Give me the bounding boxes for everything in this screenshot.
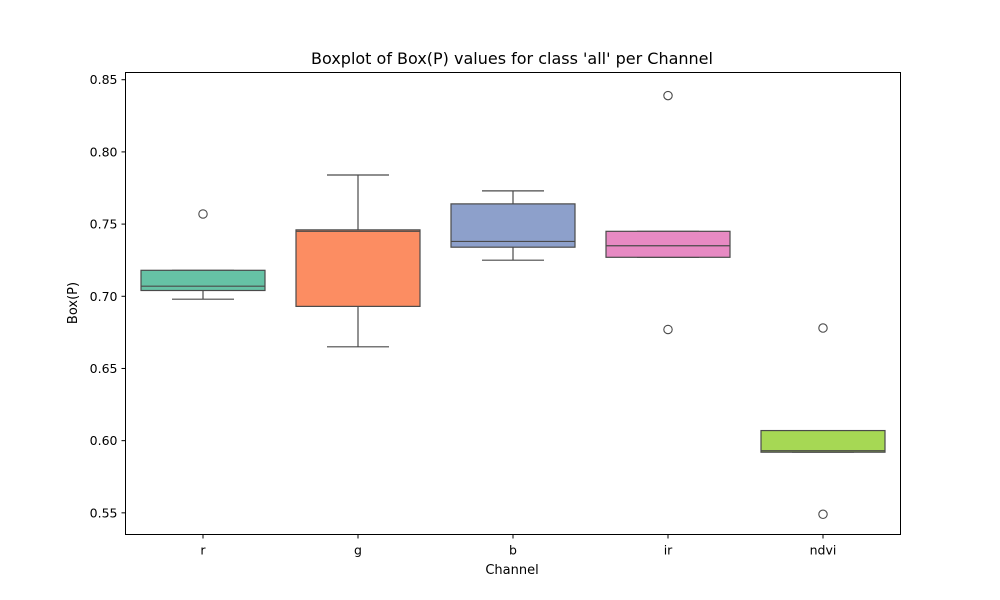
iqr-box	[450, 203, 576, 248]
outlier-point	[818, 509, 828, 520]
outlier-point	[663, 324, 673, 335]
x-axis: r g b ir ndvi	[200, 534, 837, 558]
outlier-point	[818, 323, 828, 333]
box-group-g	[295, 174, 421, 348]
y-tick-label: 0.65	[90, 361, 118, 376]
box-group-ir	[605, 90, 731, 335]
x-tick-label: ir	[664, 543, 673, 558]
x-axis-label: Channel	[485, 563, 538, 578]
box-group-b	[450, 190, 576, 261]
box-group-ndvi	[760, 323, 886, 520]
x-tick-label: g	[354, 543, 362, 558]
box-group-r	[140, 209, 266, 300]
y-tick-label: 0.80	[90, 144, 118, 159]
y-tick-label: 0.85	[90, 72, 118, 87]
x-tick-label: b	[509, 543, 517, 558]
x-tick-label: ndvi	[810, 543, 837, 558]
x-tick-label: r	[200, 543, 206, 558]
y-axis-label: Box(P)	[66, 282, 81, 324]
y-tick-label: 0.55	[90, 505, 118, 520]
y-axis: 0.55 0.60 0.65 0.70 0.75 0.80 0.85	[90, 72, 126, 520]
y-tick-label: 0.70	[90, 289, 118, 304]
chart-title: Boxplot of Box(P) values for class 'all'…	[311, 49, 713, 68]
y-tick-label: 0.75	[90, 217, 118, 232]
outlier-point	[198, 209, 208, 219]
iqr-box	[605, 230, 731, 258]
iqr-box	[140, 269, 266, 292]
outlier-point	[663, 90, 673, 101]
plot-frame	[125, 72, 901, 535]
iqr-box	[295, 229, 421, 307]
iqr-box	[760, 429, 886, 453]
plot-area	[140, 90, 886, 520]
y-tick-label: 0.60	[90, 433, 118, 448]
